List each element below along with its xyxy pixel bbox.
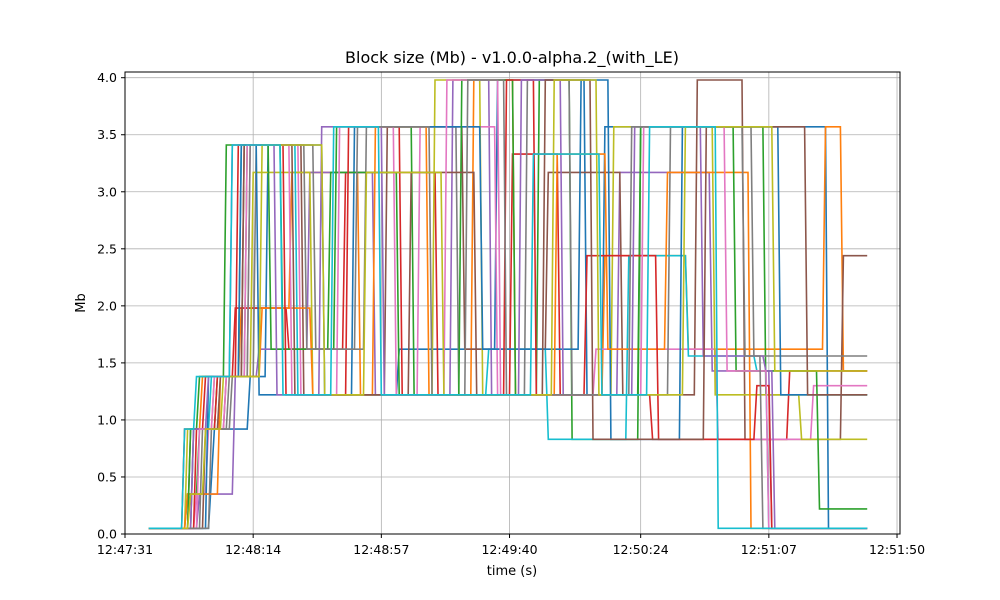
series-line-16 xyxy=(148,79,868,530)
x-tick-label: 12:48:14 xyxy=(225,542,281,557)
y-tick-label: 2.0 xyxy=(97,298,117,313)
y-tick-label: 3.5 xyxy=(97,127,117,142)
y-tick-label: 2.5 xyxy=(97,241,117,256)
x-axis-label: time (s) xyxy=(487,564,537,579)
series-line-2 xyxy=(148,79,868,530)
plot-frame xyxy=(124,71,901,535)
series-line-19 xyxy=(148,79,868,530)
y-axis: 0.0 0.5 1.0 1.5 2.0 2.5 3.0 3.5 4.0 xyxy=(97,70,125,542)
series-line-18 xyxy=(148,79,868,530)
y-tick-label: 1.0 xyxy=(97,412,117,427)
x-axis: 12:47:31 12:48:14 12:48:57 12:49:40 12:50:24… xyxy=(97,534,925,557)
series-group xyxy=(148,79,868,530)
y-tick-label: 4.0 xyxy=(97,70,117,85)
series-line-17 xyxy=(148,79,868,530)
x-tick-label: 12:49:40 xyxy=(481,542,537,557)
series-line-13 xyxy=(148,79,868,530)
x-tick-label: 12:50:24 xyxy=(613,542,669,557)
y-axis-label: Mb xyxy=(74,293,89,312)
series-line-20 xyxy=(148,126,868,530)
x-tick-label: 12:48:57 xyxy=(353,542,409,557)
x-tick-label: 12:51:07 xyxy=(741,542,797,557)
y-tick-label: 1.5 xyxy=(97,355,117,370)
series-line-11 xyxy=(148,79,868,530)
x-tick-label: 12:47:31 xyxy=(97,542,153,557)
x-tick-label: 12:51:50 xyxy=(869,542,925,557)
y-tick-label: 3.0 xyxy=(97,184,117,199)
chart-title: Block size (Mb) - v1.0.0-alpha.2_(with_L… xyxy=(345,48,679,68)
y-tick-label: 0.5 xyxy=(97,469,117,484)
y-tick-label: 0.0 xyxy=(97,527,117,542)
